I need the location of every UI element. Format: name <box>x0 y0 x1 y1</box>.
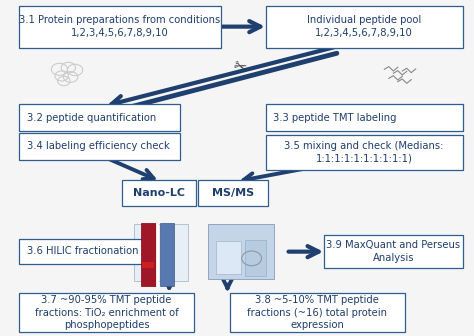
Text: Individual peptide pool
1,2,3,4,5,6,7,8,9,10: Individual peptide pool 1,2,3,4,5,6,7,8,… <box>307 15 421 38</box>
FancyBboxPatch shape <box>230 293 404 332</box>
Text: Nano-LC: Nano-LC <box>133 188 185 198</box>
FancyBboxPatch shape <box>134 224 189 281</box>
FancyBboxPatch shape <box>122 180 196 207</box>
Text: 3.3 peptide TMT labeling: 3.3 peptide TMT labeling <box>273 113 397 123</box>
FancyBboxPatch shape <box>19 293 194 332</box>
FancyBboxPatch shape <box>208 224 273 280</box>
Bar <box>216 241 241 275</box>
Text: 3.1 Protein preparations from conditions
1,2,3,4,5,6,7,8,9,10: 3.1 Protein preparations from conditions… <box>19 15 220 38</box>
Text: 3.7 ~90-95% TMT peptide
fractions: TiO₂ enrichment of
phosphopeptides: 3.7 ~90-95% TMT peptide fractions: TiO₂ … <box>35 295 178 330</box>
FancyBboxPatch shape <box>324 235 463 268</box>
Bar <box>142 262 154 268</box>
FancyBboxPatch shape <box>198 180 268 207</box>
Text: 3.5 mixing and check (Medians:
1:1:1:1:1:1:1:1:1:1): 3.5 mixing and check (Medians: 1:1:1:1:1… <box>284 141 444 163</box>
Text: MS/MS: MS/MS <box>212 188 254 198</box>
Text: 3.4 labeling efficiency check: 3.4 labeling efficiency check <box>27 141 169 151</box>
Bar <box>141 223 157 286</box>
FancyBboxPatch shape <box>19 104 181 131</box>
FancyBboxPatch shape <box>19 133 181 160</box>
FancyBboxPatch shape <box>265 134 463 170</box>
Text: 3.2 peptide quantification: 3.2 peptide quantification <box>27 113 156 123</box>
Text: 3.9 MaxQuant and Perseus
Analysis: 3.9 MaxQuant and Perseus Analysis <box>326 241 460 263</box>
FancyBboxPatch shape <box>265 104 463 131</box>
Bar <box>245 240 266 276</box>
Text: 3.6 HILIC fractionation: 3.6 HILIC fractionation <box>27 247 138 256</box>
FancyBboxPatch shape <box>265 6 463 47</box>
FancyBboxPatch shape <box>19 239 145 264</box>
FancyBboxPatch shape <box>19 6 221 47</box>
Bar <box>160 223 173 286</box>
Text: 3.8 ~5-10% TMT peptide
fractions (~16) total protein
expression: 3.8 ~5-10% TMT peptide fractions (~16) t… <box>247 295 387 330</box>
Text: ✂: ✂ <box>230 57 247 76</box>
